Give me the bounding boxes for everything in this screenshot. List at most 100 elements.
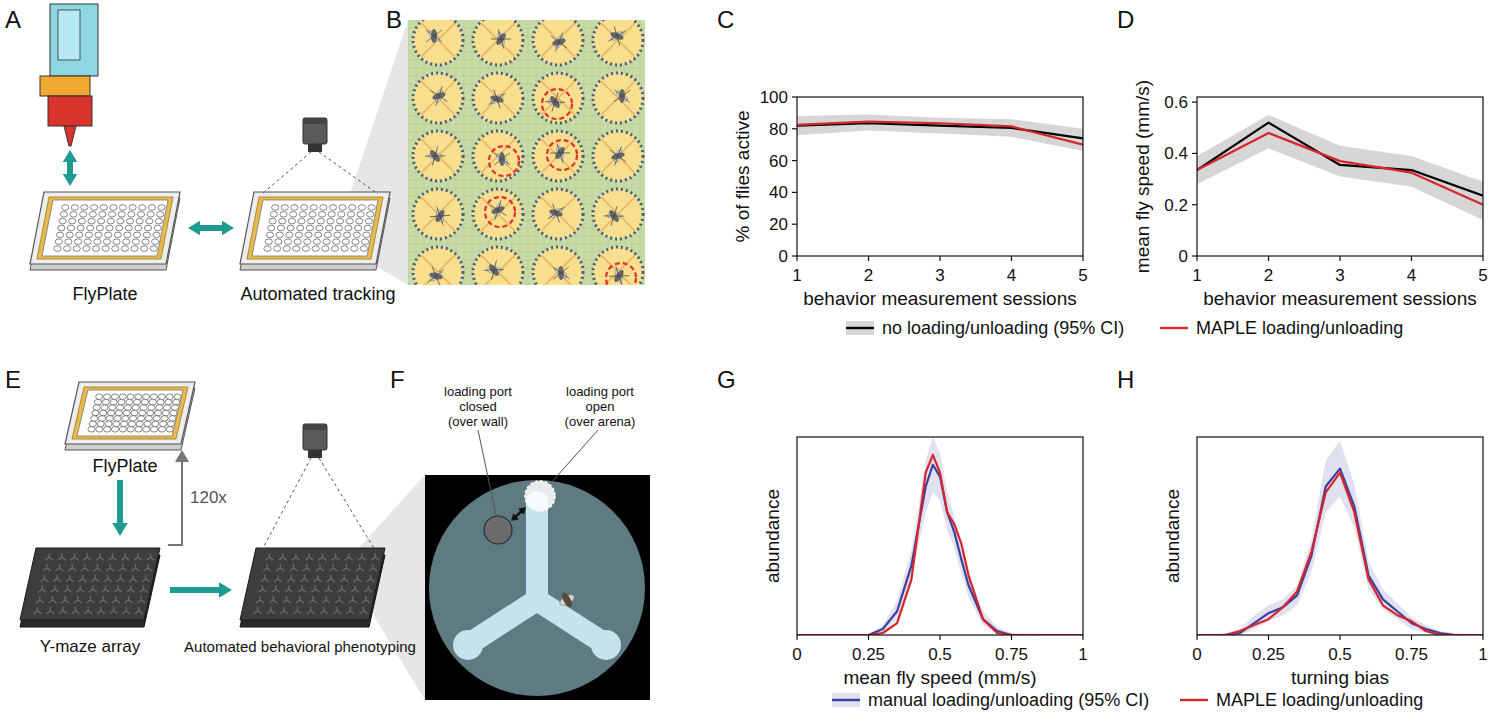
- well: [81, 205, 88, 211]
- ci-band: [797, 437, 1083, 635]
- well: [338, 211, 345, 217]
- fly: [426, 29, 442, 43]
- maze: [125, 596, 133, 603]
- x-tick-label: 1: [1078, 645, 1087, 664]
- maze: [36, 596, 44, 603]
- maze: [349, 596, 357, 603]
- maze: [104, 575, 112, 582]
- texture: [408, 244, 645, 245]
- y-maze-array: [20, 548, 160, 627]
- well-cross: [481, 23, 515, 57]
- arrow-head: [222, 221, 234, 235]
- shape: [308, 144, 322, 152]
- well-cross: [541, 23, 575, 57]
- well: [283, 246, 290, 252]
- well: [326, 225, 333, 231]
- x-tick: [1011, 635, 1012, 640]
- well: [288, 218, 295, 224]
- maze-arm: [526, 502, 548, 600]
- well: [143, 394, 150, 400]
- well: [71, 205, 78, 211]
- well: [302, 246, 309, 252]
- maze: [322, 596, 330, 603]
- maze: [144, 564, 152, 571]
- plot-frame: [1197, 97, 1483, 256]
- x-tick: [868, 256, 869, 261]
- x-tick: [1482, 256, 1483, 261]
- well: [351, 246, 358, 252]
- shape: [489, 90, 505, 109]
- shape: [431, 86, 448, 105]
- well: [102, 399, 109, 405]
- well: [158, 394, 165, 400]
- well: [99, 211, 106, 217]
- shape: [240, 198, 390, 270]
- shape: [303, 118, 327, 124]
- well: [315, 232, 322, 238]
- well: [107, 410, 114, 416]
- well: [102, 246, 109, 252]
- plot-frame: [797, 97, 1083, 256]
- x-tick-label: 0: [792, 645, 801, 664]
- well: [125, 225, 132, 231]
- well: [166, 426, 173, 432]
- arena-disc: [429, 480, 645, 696]
- maze: [307, 607, 315, 614]
- well: [290, 211, 297, 217]
- well: [70, 211, 77, 217]
- well: [593, 131, 643, 181]
- well: [131, 410, 138, 416]
- well: [270, 211, 277, 217]
- well: [329, 205, 336, 211]
- shape: [604, 206, 624, 225]
- shape: [65, 382, 195, 444]
- x-tick: [1196, 256, 1197, 261]
- y-axis-label: mean fly speed (mm/s): [1132, 80, 1153, 273]
- well: [124, 232, 131, 238]
- y-tick: [1192, 153, 1197, 154]
- well-cross: [541, 23, 575, 57]
- well: [139, 205, 146, 211]
- figure: AFlyPlateAutomated trackingBEFlyPlate120…: [0, 0, 1500, 715]
- well: [135, 426, 142, 432]
- maze: [311, 585, 319, 592]
- view-line: [319, 458, 375, 550]
- maze: [345, 553, 353, 560]
- maze: [320, 607, 328, 614]
- well: [312, 246, 319, 252]
- well: [95, 232, 102, 238]
- well: [93, 405, 100, 411]
- well: [113, 421, 120, 427]
- well: [113, 239, 120, 245]
- well: [87, 225, 94, 231]
- well-cross: [601, 81, 635, 115]
- shape: [610, 147, 626, 166]
- highlight: [547, 140, 577, 170]
- arrow-head: [112, 523, 128, 536]
- well: [367, 211, 374, 217]
- well-cross: [601, 23, 635, 57]
- x-tick-label: 0.5: [928, 645, 952, 664]
- maze: [274, 575, 282, 582]
- well-cross: [421, 139, 455, 173]
- plot-area: [1197, 441, 1483, 635]
- well: [268, 225, 275, 231]
- well: [336, 218, 343, 224]
- well: [126, 218, 133, 224]
- maze: [99, 596, 107, 603]
- well: [593, 247, 643, 285]
- well: [593, 73, 643, 123]
- shape: [610, 147, 626, 166]
- well: [98, 218, 105, 224]
- well: [106, 225, 113, 231]
- well: [333, 239, 340, 245]
- well: [143, 232, 150, 238]
- fly: [608, 266, 629, 285]
- plot-area: [1197, 115, 1483, 220]
- fly: [494, 152, 510, 166]
- well: [313, 239, 320, 245]
- well: [353, 232, 360, 238]
- y-tick-label: 40: [769, 183, 788, 202]
- well-cross: [601, 139, 635, 173]
- well: [123, 410, 130, 416]
